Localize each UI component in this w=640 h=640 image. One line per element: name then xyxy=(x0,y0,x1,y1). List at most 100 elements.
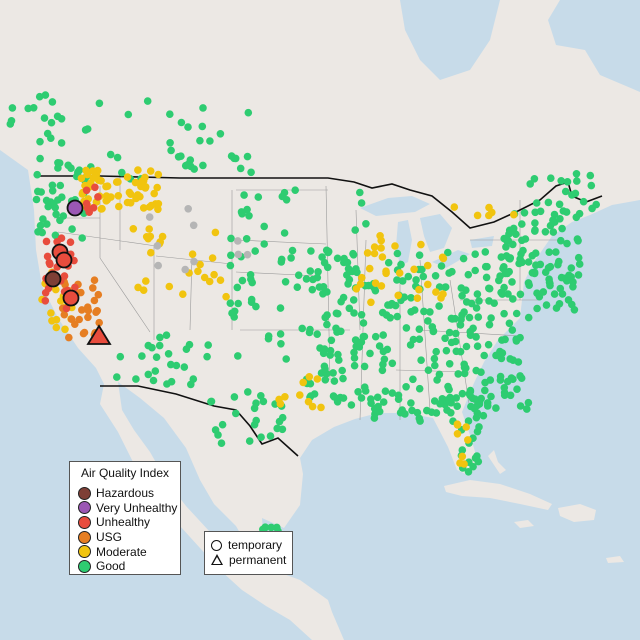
site-marker xyxy=(500,234,509,243)
site-marker xyxy=(306,325,314,334)
site-marker xyxy=(234,352,242,360)
site-marker xyxy=(516,290,525,299)
site-marker xyxy=(545,248,553,256)
site-marker xyxy=(415,384,424,393)
site-marker xyxy=(93,307,101,315)
site-marker xyxy=(424,366,433,375)
site-marker xyxy=(278,192,287,201)
site-marker xyxy=(413,294,422,303)
site-marker xyxy=(58,193,66,201)
site-marker xyxy=(333,398,342,406)
site-marker xyxy=(509,295,517,303)
site-marker xyxy=(44,202,52,211)
site-marker xyxy=(188,250,197,258)
site-marker xyxy=(464,417,473,425)
site-marker xyxy=(154,261,162,270)
site-marker xyxy=(203,352,211,361)
site-marker xyxy=(542,301,551,309)
site-marker xyxy=(498,336,506,344)
site-marker xyxy=(472,304,481,312)
permanent-site-marker xyxy=(86,324,112,345)
site-marker xyxy=(416,417,424,425)
site-marker xyxy=(508,278,516,286)
site-marker xyxy=(60,310,69,319)
site-marker xyxy=(226,299,235,308)
site-marker xyxy=(351,336,360,344)
site-marker xyxy=(36,221,45,230)
site-marker xyxy=(41,297,50,305)
site-marker xyxy=(557,236,565,245)
site-marker xyxy=(475,423,483,431)
site-marker xyxy=(371,332,380,341)
site-marker xyxy=(190,165,198,173)
site-marker xyxy=(194,267,202,276)
site-marker xyxy=(592,200,600,209)
site-marker xyxy=(452,394,461,402)
site-marker xyxy=(503,377,512,386)
site-marker xyxy=(474,313,483,321)
site-marker xyxy=(237,208,246,216)
site-marker xyxy=(234,237,242,245)
site-marker xyxy=(40,114,49,122)
site-marker xyxy=(423,261,432,270)
temporary-site-marker xyxy=(62,289,80,307)
site-marker xyxy=(533,289,541,298)
site-marker xyxy=(482,273,491,282)
site-marker xyxy=(82,186,91,195)
site-marker xyxy=(143,97,152,105)
site-marker xyxy=(444,248,452,257)
site-marker xyxy=(114,178,122,186)
site-marker xyxy=(308,402,317,411)
site-marker xyxy=(167,146,175,155)
site-marker xyxy=(47,134,55,142)
site-marker xyxy=(447,314,456,323)
site-marker xyxy=(441,283,450,291)
site-marker xyxy=(412,276,420,284)
site-marker xyxy=(184,205,192,213)
site-marker xyxy=(450,203,459,211)
site-marker xyxy=(402,383,410,391)
site-marker xyxy=(132,375,140,383)
site-marker xyxy=(89,167,97,175)
site-marker xyxy=(231,154,240,163)
site-marker xyxy=(277,340,285,348)
site-marker xyxy=(518,220,526,228)
site-marker xyxy=(428,323,437,331)
site-marker xyxy=(141,184,150,192)
site-marker xyxy=(458,452,467,461)
site-marker xyxy=(545,278,554,287)
site-marker xyxy=(567,273,575,281)
site-marker xyxy=(48,187,57,195)
site-marker xyxy=(77,174,86,183)
site-marker xyxy=(357,311,366,319)
site-marker xyxy=(51,231,60,240)
site-marker xyxy=(184,123,192,131)
site-marker xyxy=(240,191,248,199)
site-marker xyxy=(467,402,475,411)
site-marker xyxy=(298,324,307,333)
site-marker xyxy=(236,164,245,173)
site-marker xyxy=(395,269,404,277)
site-marker xyxy=(498,349,507,357)
site-marker xyxy=(475,297,483,305)
site-marker xyxy=(453,430,462,438)
site-marker xyxy=(343,271,351,279)
site-marker xyxy=(424,317,432,325)
site-marker xyxy=(524,279,533,287)
site-marker xyxy=(172,361,181,370)
site-marker xyxy=(573,177,581,185)
site-marker xyxy=(56,216,64,225)
site-marker xyxy=(330,377,339,385)
site-marker xyxy=(48,181,57,190)
site-marker xyxy=(558,224,566,233)
hudson-bay xyxy=(400,0,500,80)
site-marker xyxy=(430,354,439,363)
site-marker xyxy=(354,388,362,396)
site-marker xyxy=(227,251,235,260)
site-marker xyxy=(251,247,259,255)
site-marker xyxy=(472,366,481,375)
site-marker xyxy=(306,267,315,275)
site-marker xyxy=(557,177,565,185)
site-marker xyxy=(462,342,471,351)
site-marker xyxy=(52,285,60,294)
